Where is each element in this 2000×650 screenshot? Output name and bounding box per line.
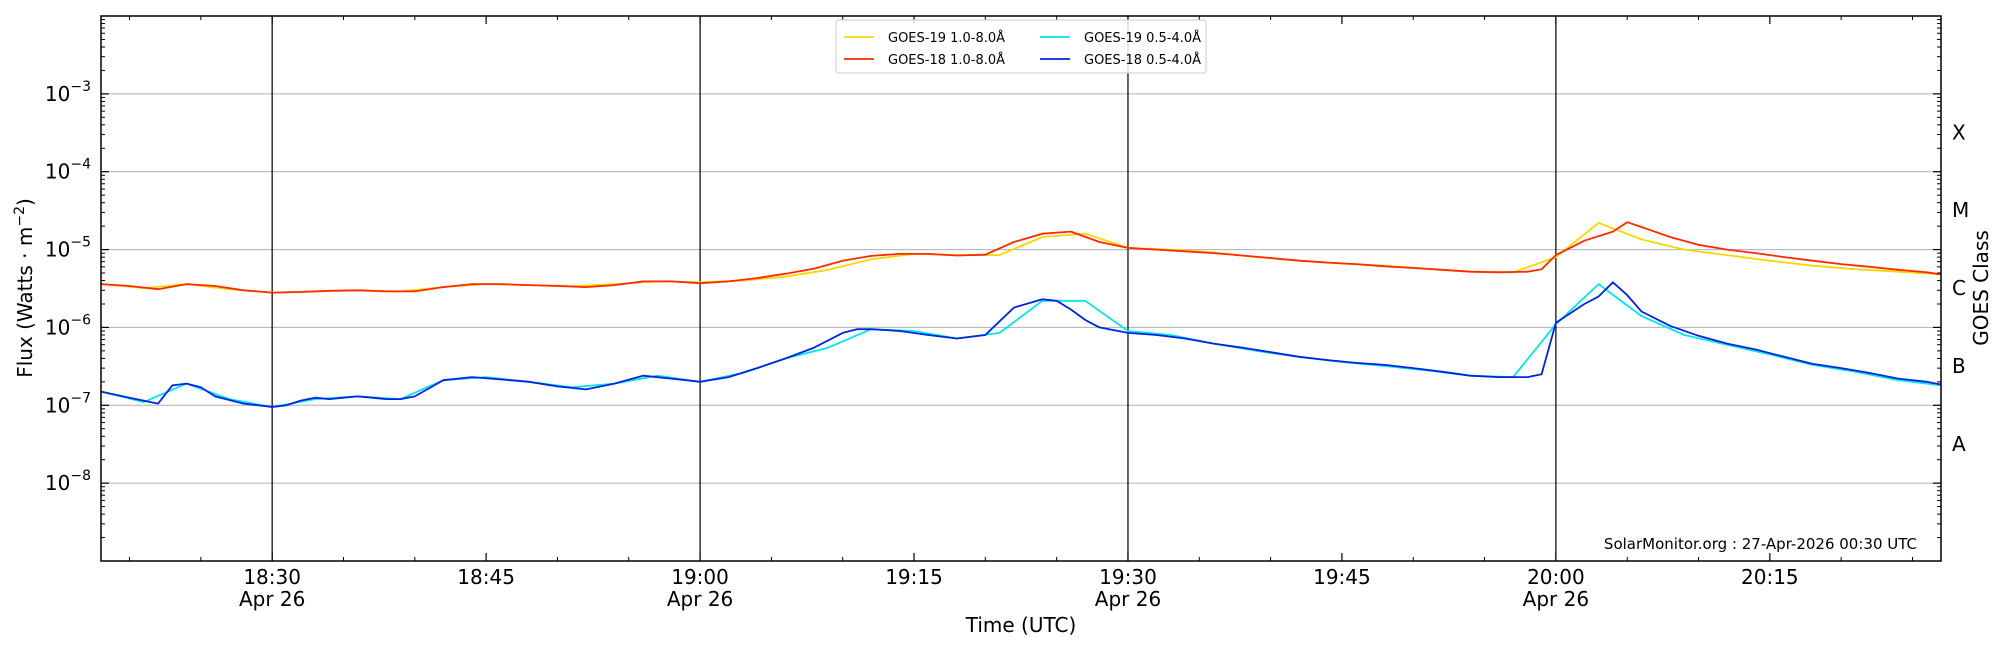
x-tick-label: 19:00 xyxy=(671,565,729,589)
goes-class-b: B xyxy=(1952,354,1966,378)
y-tick-label: 10−5 xyxy=(45,235,91,262)
x-tick-label: 20:15 xyxy=(1741,565,1799,589)
goes-class-x: X xyxy=(1952,120,1966,144)
y-tick-label: 10−7 xyxy=(45,390,91,417)
y-tick-label: 10−3 xyxy=(45,79,91,106)
series-line-2 xyxy=(100,221,1942,294)
legend: GOES-19 1.0-8.0Å GOES-19 0.5-4.0Å GOES-18 … xyxy=(835,19,1207,74)
series-line-0 xyxy=(100,221,1942,294)
x-tick-label: 19:45 xyxy=(1313,565,1371,589)
series-line-1 xyxy=(100,283,1942,408)
x-tick-label: 18:45 xyxy=(457,565,515,589)
x-tick-sublabel: Apr 26 xyxy=(667,587,733,611)
gridlines xyxy=(101,16,1941,561)
legend-entry: GOES-18 0.5-4.0Å xyxy=(1084,52,1201,68)
series-line-3 xyxy=(100,281,1942,408)
right-axis-title: GOES Class xyxy=(1969,230,1993,346)
x-tick-sublabel: Apr 26 xyxy=(1523,587,1589,611)
credit-text: SolarMonitor.org : 27-Apr-2026 00:30 UTC xyxy=(1604,535,1917,553)
x-tick-label: 18:30 xyxy=(243,565,301,589)
x-tick-label: 20:00 xyxy=(1527,565,1585,589)
legend-entry: GOES-18 1.0-8.0Å xyxy=(888,52,1005,68)
plot-frame xyxy=(100,15,1942,562)
x-axis-title: Time (UTC) xyxy=(965,613,1077,637)
x-tick-label: 19:30 xyxy=(1099,565,1157,589)
legend-entry: GOES-19 0.5-4.0Å xyxy=(1084,30,1201,46)
x-tick-sublabel: Apr 26 xyxy=(1095,587,1161,611)
y-axis-ticks: 10−8 10−7 10−6 10−5 10−4 10−3 xyxy=(45,19,1941,539)
x-tick-label: 19:15 xyxy=(885,565,943,589)
legend-box xyxy=(835,19,1207,74)
y-tick-label: 10−8 xyxy=(45,468,91,495)
x-tick-sublabel: Apr 26 xyxy=(239,587,305,611)
goes-class-c: C xyxy=(1952,276,1966,300)
y-tick-label: 10−4 xyxy=(45,157,91,184)
series-layer xyxy=(100,221,1942,408)
y-tick-label: 10−6 xyxy=(45,312,91,339)
goes-class-labels: A B C M X xyxy=(1952,120,1969,455)
legend-entry: GOES-19 1.0-8.0Å xyxy=(888,30,1005,46)
y-axis-title: Flux (Watts · m−2) xyxy=(12,198,37,378)
goes-class-m: M xyxy=(1952,198,1969,222)
goes-class-a: A xyxy=(1952,432,1966,456)
